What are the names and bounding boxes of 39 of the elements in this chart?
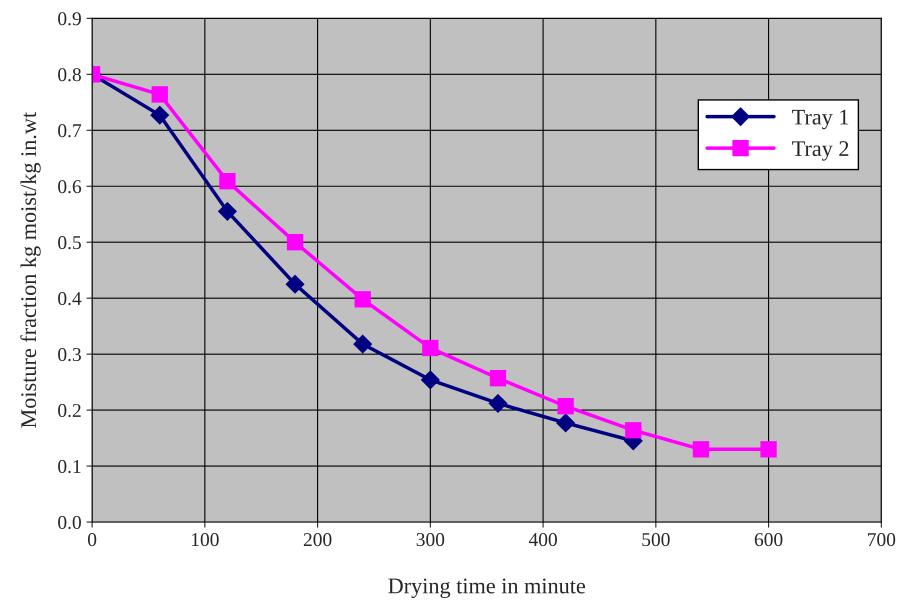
x-tick-label: 500 [642,533,670,546]
x-tick-label: 300 [416,533,444,546]
y-tick-label: 0.6 [58,180,82,194]
y-axis-title: Moisture fraction kg moist/kg in.wt [20,112,41,428]
point [286,274,304,294]
point [354,291,371,308]
point [150,106,170,125]
point [422,340,439,356]
point [692,441,710,458]
y-tick-label: 0.3 [58,348,81,362]
x-tick-label: 700 [868,533,896,546]
y-tick-label: 0.4 [58,292,82,306]
y-tick-label: 0.7 [58,124,82,138]
legend-label: Tray 1 [792,110,848,130]
point [353,334,372,354]
x-axis-title: Drying time in minute [388,578,586,598]
y-tick-label: 0.1 [58,460,81,474]
point [219,173,236,190]
x-tick-label: 400 [528,533,557,546]
point [760,441,777,458]
x-tick-label: 600 [754,533,782,546]
y-tick-label: 0.5 [58,236,81,250]
point [420,370,440,390]
point [557,398,574,414]
point [286,234,304,250]
point [218,202,237,221]
y-tick-label: 0.8 [58,68,81,82]
point [152,86,168,103]
point [625,422,642,438]
x-tick-label: 0 [88,533,96,546]
y-tick-label: 0.0 [58,516,81,530]
point [488,394,508,413]
x-tick-label: 200 [304,533,332,546]
y-tick-label: 0.2 [58,404,81,418]
x-tick-label: 100 [192,533,219,546]
point [490,370,506,386]
y-tick-label: 0.9 [58,12,81,26]
legend-label: Tray 2 [792,141,848,161]
point [556,414,575,432]
